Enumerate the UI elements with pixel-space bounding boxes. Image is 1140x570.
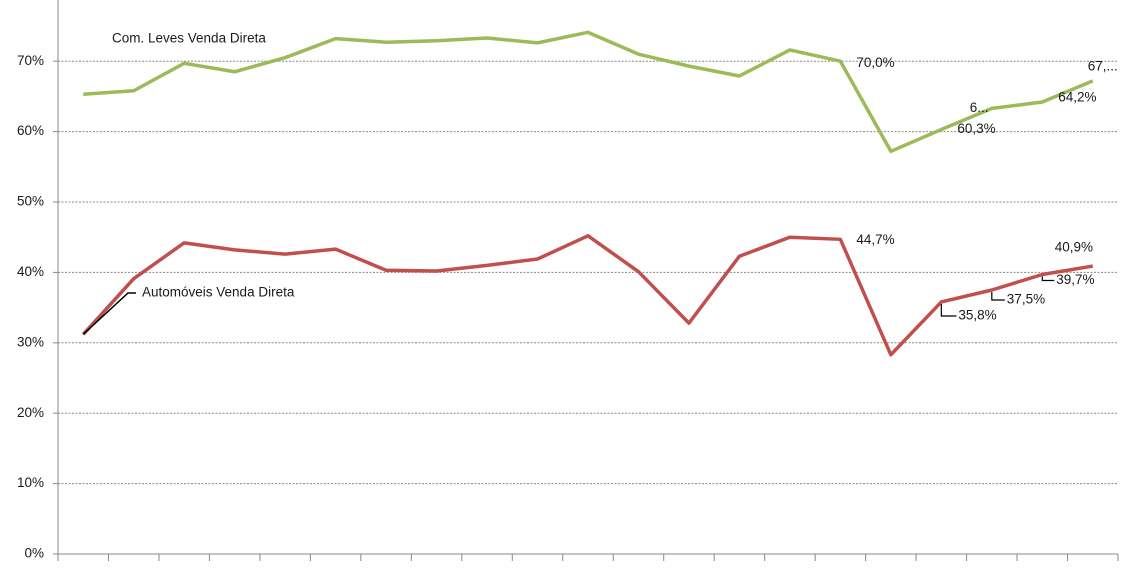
label-leader [940, 303, 957, 317]
data-label: 40,9% [1055, 240, 1093, 255]
label-leader [1041, 276, 1055, 282]
data-label: 35,8% [958, 308, 996, 323]
series-name: Automóveis Venda Direta [142, 285, 295, 300]
data-label: 67,... [1088, 58, 1118, 73]
y-tick-label: 10% [17, 475, 44, 490]
y-tick-label: 50% [17, 194, 44, 209]
y-tick-label: 0% [24, 546, 44, 561]
leader-line [82, 292, 136, 335]
series-line [81, 234, 1094, 357]
label-leader [991, 292, 1005, 301]
y-tick-label: 70% [17, 53, 44, 68]
data-label: 64,2% [1058, 90, 1096, 105]
y-tick-label: 40% [17, 264, 44, 279]
data-label: 70,0% [856, 55, 894, 70]
series-name: Com. Leves Venda Direta [112, 31, 266, 46]
series-line [83, 30, 1094, 154]
y-tick-label: 60% [17, 123, 44, 138]
y-tick-label: 20% [17, 405, 44, 420]
data-label: 6... [970, 100, 989, 115]
y-tick-label: 30% [17, 334, 44, 349]
data-label: 44,7% [856, 232, 894, 247]
data-label: 37,5% [1007, 292, 1045, 307]
data-label: 60,3% [957, 121, 995, 136]
data-label: 39,7% [1056, 272, 1094, 287]
